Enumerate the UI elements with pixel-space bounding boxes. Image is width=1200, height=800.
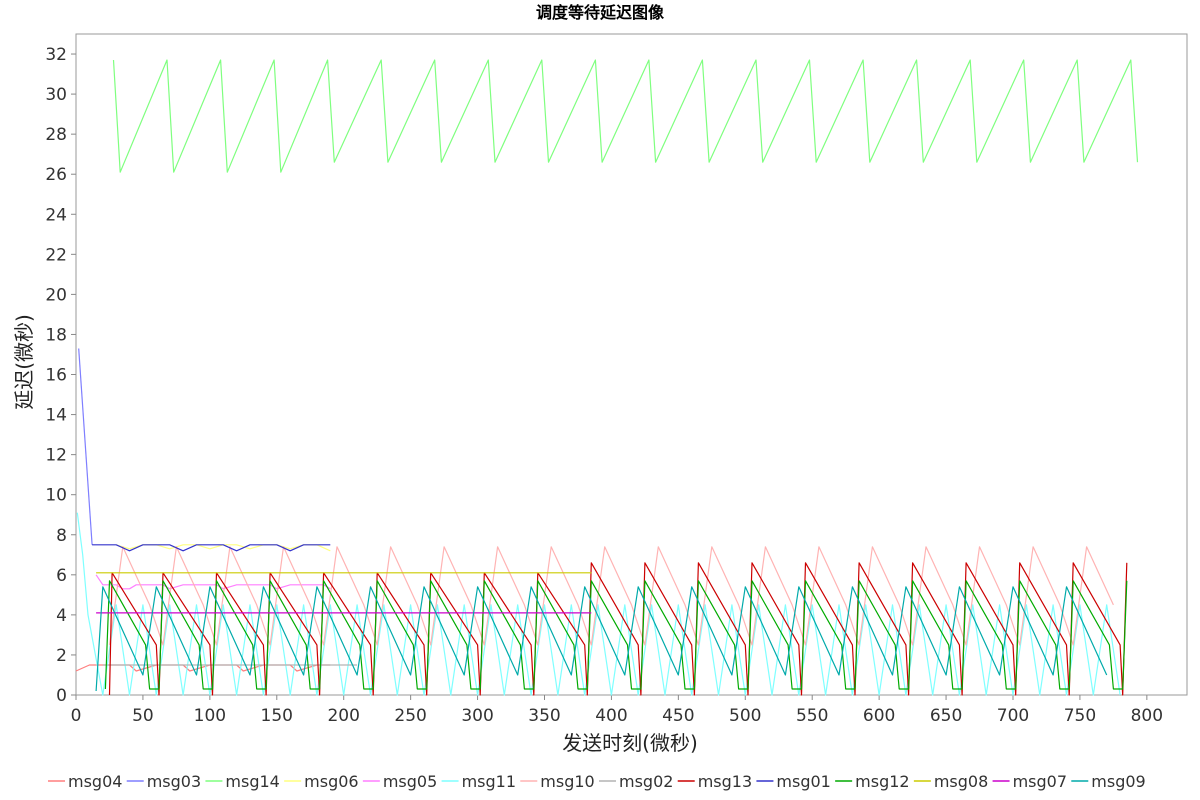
legend-item: msg02 bbox=[599, 772, 673, 791]
legend-item: msg08 bbox=[913, 772, 988, 791]
legend-label: msg06 bbox=[304, 772, 358, 791]
y-tick-label: 2 bbox=[56, 646, 67, 666]
y-tick-label: 24 bbox=[45, 205, 67, 225]
x-tick-label: 500 bbox=[729, 706, 761, 726]
y-tick-label: 6 bbox=[56, 566, 67, 586]
x-tick-label: 0 bbox=[71, 706, 82, 726]
legend-item: msg12 bbox=[835, 772, 910, 791]
x-tick-label: 350 bbox=[528, 706, 560, 726]
x-tick-label: 200 bbox=[327, 706, 359, 726]
y-tick-label: 0 bbox=[56, 686, 67, 706]
legend-label: msg01 bbox=[776, 772, 830, 791]
legend-item: msg14 bbox=[205, 772, 280, 791]
series-line-msg11 bbox=[76, 512, 1121, 696]
x-axis: 0 50 100 150 200 250 300 350 400 450 500 550 600 650 7… bbox=[71, 695, 1163, 726]
legend-item: msg11 bbox=[441, 772, 516, 791]
x-tick-label: 700 bbox=[997, 706, 1029, 726]
y-tick-label: 14 bbox=[45, 406, 67, 426]
legend-label: msg13 bbox=[698, 772, 752, 791]
x-tick-label: 550 bbox=[796, 706, 828, 726]
legend-item: msg07 bbox=[992, 772, 1067, 791]
legend-label: msg14 bbox=[225, 772, 279, 791]
y-tick-label: 20 bbox=[45, 285, 67, 305]
series-line-msg05 bbox=[95, 574, 331, 590]
x-axis-label: 发送时刻(微秒) bbox=[562, 731, 698, 755]
y-tick-label: 22 bbox=[45, 245, 67, 265]
legend-label: msg11 bbox=[462, 772, 516, 791]
legend-item: msg09 bbox=[1071, 772, 1146, 791]
y-tick-label: 10 bbox=[45, 486, 67, 506]
y-tick-label: 18 bbox=[45, 325, 67, 345]
legend-item: msg06 bbox=[284, 772, 359, 791]
x-tick-label: 300 bbox=[461, 706, 493, 726]
legend-item: msg13 bbox=[677, 772, 752, 791]
y-tick-label: 4 bbox=[56, 606, 67, 626]
chart-title: 调度等待延迟图像 bbox=[536, 3, 665, 22]
legend-label: msg10 bbox=[540, 772, 594, 791]
x-tick-label: 250 bbox=[394, 706, 426, 726]
y-tick-label: 12 bbox=[45, 446, 67, 466]
y-tick-label: 32 bbox=[45, 45, 67, 65]
x-tick-label: 800 bbox=[1131, 706, 1163, 726]
y-tick-label: 26 bbox=[45, 165, 67, 185]
x-tick-label: 100 bbox=[194, 706, 226, 726]
legend-label: msg03 bbox=[147, 772, 201, 791]
legend-label: msg12 bbox=[855, 772, 909, 791]
legend: msg04 msg03 msg14 msg06 msg05 msg11 msg10 msg02… bbox=[48, 772, 1146, 791]
series-line-msg03 bbox=[78, 348, 93, 545]
legend-item: msg10 bbox=[520, 772, 595, 791]
legend-item: msg01 bbox=[756, 772, 831, 791]
x-tick-label: 150 bbox=[261, 706, 293, 726]
series-line-msg09 bbox=[95, 586, 1108, 692]
x-tick-label: 400 bbox=[595, 706, 627, 726]
y-tick-label: 28 bbox=[45, 125, 67, 145]
plot-area bbox=[75, 33, 1188, 696]
legend-label: msg07 bbox=[1013, 772, 1067, 791]
y-tick-label: 16 bbox=[45, 366, 67, 386]
legend-item: msg04 bbox=[48, 772, 122, 791]
x-tick-label: 650 bbox=[930, 706, 962, 726]
x-tick-label: 50 bbox=[132, 706, 154, 726]
y-tick-label: 30 bbox=[45, 85, 67, 105]
legend-label: msg04 bbox=[68, 772, 122, 791]
series-line-msg14 bbox=[112, 59, 1139, 173]
series-lines bbox=[75, 59, 1139, 696]
x-tick-label: 750 bbox=[1064, 706, 1096, 726]
x-tick-label: 450 bbox=[662, 706, 694, 726]
x-tick-label: 600 bbox=[863, 706, 895, 726]
y-tick-label: 8 bbox=[56, 526, 67, 546]
legend-label: msg02 bbox=[619, 772, 673, 791]
series-line-msg01 bbox=[92, 544, 331, 552]
y-axis-label: 延迟(微秒) bbox=[12, 314, 36, 410]
legend-item: msg05 bbox=[362, 772, 437, 791]
legend-label: msg09 bbox=[1091, 772, 1145, 791]
legend-label: msg05 bbox=[383, 772, 437, 791]
legend-item: msg03 bbox=[126, 772, 201, 791]
legend-label: msg08 bbox=[934, 772, 988, 791]
